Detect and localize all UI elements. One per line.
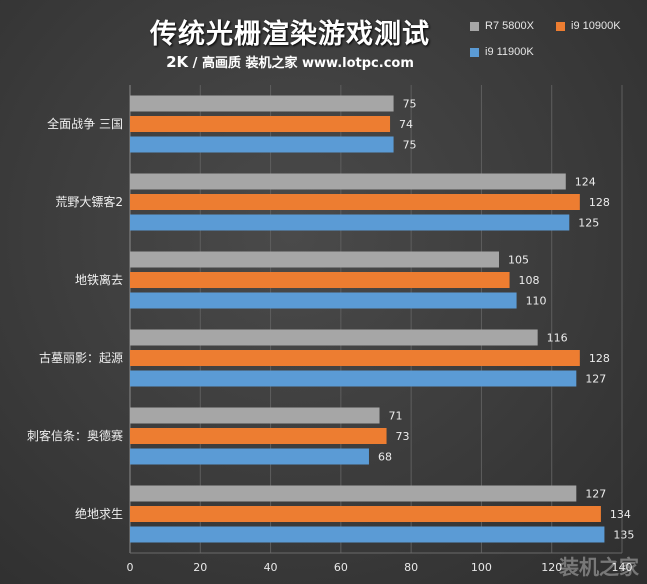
chart-subtitle: 2K / 高画质 装机之家 www.lotpc.com [0, 52, 580, 71]
data-label: 124 [575, 176, 596, 189]
bar [130, 292, 517, 309]
subtitle-text: / 高画质 装机之家 www.lotpc.com [188, 56, 414, 71]
data-label: 128 [589, 352, 610, 365]
bar [130, 506, 601, 522]
data-label: 108 [519, 274, 540, 287]
watermark-logo: 装机之家 [559, 555, 639, 579]
category-label: 绝地求生 [75, 506, 123, 521]
chart-title: 传统光栅渲染游戏测试 [150, 19, 430, 50]
category-label: 荒野大镖客2 [55, 194, 123, 209]
bar [130, 350, 580, 366]
data-label: 71 [389, 410, 403, 423]
x-tick-label: 60 [334, 561, 348, 574]
bar [130, 370, 577, 387]
bar [130, 136, 394, 153]
bar [130, 214, 570, 231]
bar [130, 526, 605, 543]
category-label: 刺客信条：奥德赛 [27, 428, 123, 443]
data-label: 135 [613, 529, 634, 542]
bar [130, 95, 394, 112]
data-label: 74 [399, 118, 413, 131]
bar [130, 194, 580, 210]
bar [130, 116, 391, 132]
legend-item-r7-5800x: R7 5800X [470, 20, 534, 32]
category-label: 全面战争 三国 [47, 116, 123, 131]
bar [130, 329, 538, 346]
data-label: 75 [403, 139, 417, 152]
legend-swatch [470, 47, 479, 57]
x-tick-label: 20 [193, 561, 207, 574]
legend-swatch [470, 21, 479, 31]
x-tick-label: 100 [471, 561, 492, 574]
x-tick-label: 120 [541, 561, 562, 574]
data-label: 127 [585, 488, 606, 501]
data-label: 105 [508, 254, 529, 267]
legend-item-i9-10900k: i9 10900K [556, 20, 621, 32]
x-tick-label: 80 [404, 561, 418, 574]
data-label: 128 [589, 196, 610, 209]
legend-swatch [556, 21, 565, 31]
bar [130, 428, 387, 444]
bar [130, 251, 499, 268]
bar [130, 485, 577, 502]
data-label: 110 [526, 295, 547, 308]
data-label: 73 [396, 430, 410, 443]
bar [130, 448, 369, 465]
legend-item-i9-11900k: i9 11900K [470, 46, 534, 58]
bar [130, 173, 566, 190]
x-tick-label: 0 [127, 561, 134, 574]
x-tick-label: 140 [612, 561, 633, 574]
x-tick-label: 40 [264, 561, 278, 574]
legend-label: i9 11900K [485, 46, 534, 58]
subtitle-resolution: 2K [166, 53, 189, 71]
bar [130, 272, 510, 288]
category-label: 古墓丽影：起源 [39, 350, 123, 365]
bar [130, 407, 380, 424]
data-label: 134 [610, 508, 631, 521]
data-label: 68 [378, 451, 392, 464]
category-label: 地铁离去 [75, 272, 123, 287]
data-label: 116 [547, 332, 568, 345]
legend-label: i9 10900K [571, 20, 621, 32]
data-label: 75 [403, 98, 417, 111]
data-label: 127 [585, 373, 606, 386]
legend-label: R7 5800X [485, 20, 534, 32]
data-label: 125 [578, 217, 599, 230]
